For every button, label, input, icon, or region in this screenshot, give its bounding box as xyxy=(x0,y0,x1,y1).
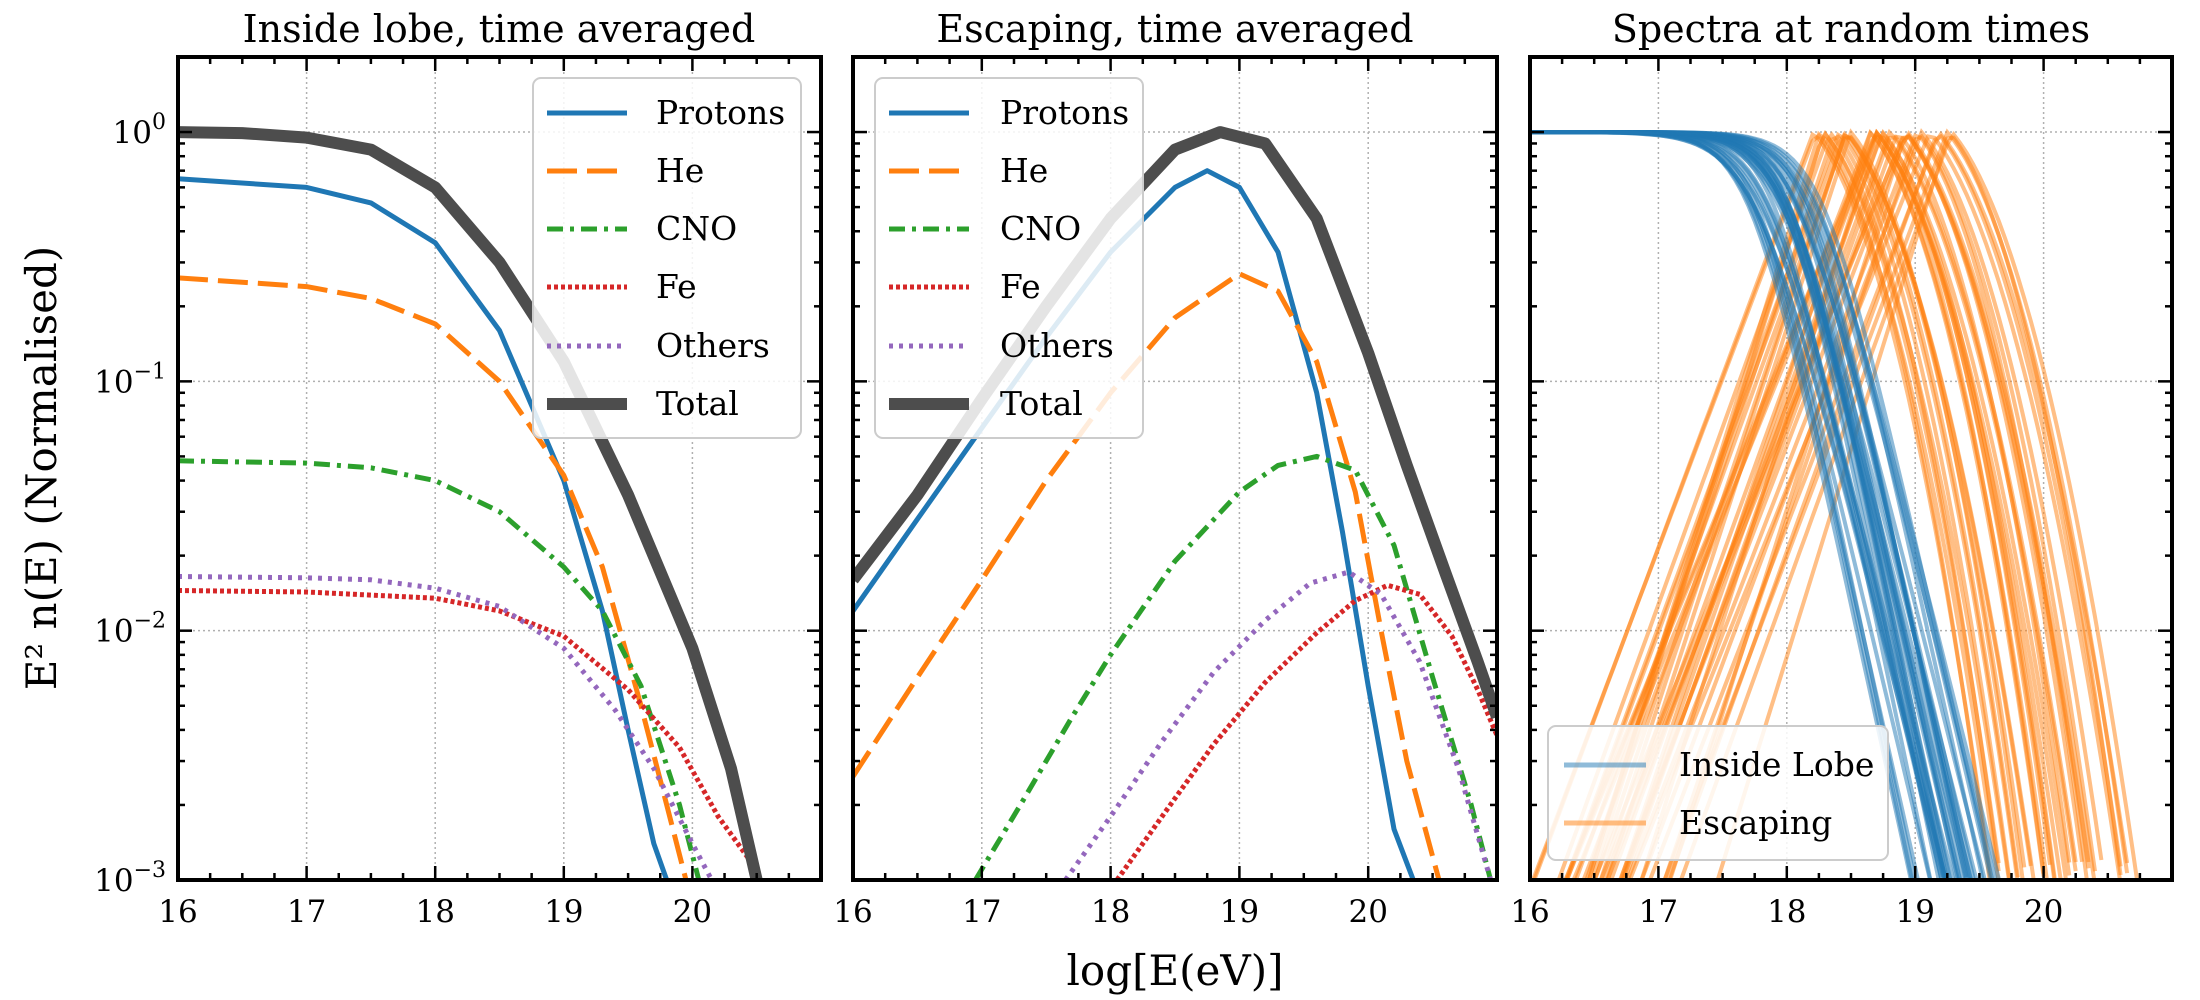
panel-3-title: Spectra at random times xyxy=(1612,7,2090,51)
series-he-line xyxy=(178,275,689,880)
legend-1-others: Others xyxy=(656,326,770,365)
legend-2-others: Others xyxy=(1000,326,1114,365)
curves xyxy=(178,126,763,880)
legend-1-protons: Protons xyxy=(656,93,785,132)
panel-1-title: Inside lobe, time averaged xyxy=(243,7,756,51)
x-tick-label: 16 xyxy=(1510,894,1549,930)
legend-1-total: Total xyxy=(656,384,739,423)
x-tick-label: 18 xyxy=(415,894,454,930)
x-tick-label: 20 xyxy=(1348,894,1387,930)
x-tick-label: 16 xyxy=(158,894,197,930)
legend-panel-3: Inside Lobe Escaping xyxy=(1547,725,1889,861)
y-tick-label: 10−3 xyxy=(94,858,166,899)
legend-1-cno: CNO xyxy=(656,209,737,248)
series-cno-line xyxy=(178,458,702,880)
legend-1-fe: Fe xyxy=(656,267,697,306)
legend-3-escaping: Escaping xyxy=(1679,803,1832,842)
panel-inside-lobe: 16 17 18 19 20 100 10−1 10−2 10−3 xyxy=(94,55,823,930)
series-fe-line xyxy=(178,588,759,872)
series-escaping-line xyxy=(1647,130,2130,880)
series-escaping-line xyxy=(1678,131,2140,880)
series-inside-lobe-line xyxy=(1530,130,1963,880)
legend-1-he: He xyxy=(656,151,704,190)
y-tick-label: 10−2 xyxy=(94,609,166,650)
legend-panel-2: Protons He CNO Fe Others Total xyxy=(874,77,1144,439)
series-total-line xyxy=(178,126,763,880)
legend-2-fe: Fe xyxy=(1000,267,1041,306)
series-escaping-line xyxy=(1662,128,2130,880)
series-others-line xyxy=(178,574,714,880)
x-tick-label: 20 xyxy=(673,894,712,930)
legend-panel-1: Protons He CNO Fe Others Total xyxy=(532,77,802,439)
x-tick-label: 18 xyxy=(1091,894,1130,930)
curves xyxy=(1530,128,2140,880)
x-tick-label: 19 xyxy=(1220,894,1259,930)
y-tick-label: 100 xyxy=(113,110,166,151)
x-tick-label: 16 xyxy=(833,894,872,930)
series-protons-line xyxy=(178,176,670,880)
series-escaping-line xyxy=(1532,131,1993,880)
x-tick-label: 17 xyxy=(287,894,326,930)
series-escaping-line xyxy=(1667,132,2091,880)
x-tick-label: 19 xyxy=(544,894,583,930)
series-cno-line xyxy=(973,453,1494,880)
y-axis-label: E² n(E) (Normalised) xyxy=(17,246,66,691)
legend-2-protons: Protons xyxy=(1000,93,1129,132)
series-escaping-line xyxy=(1627,134,2122,880)
y-tick-label: 10−1 xyxy=(94,359,166,400)
legend-2-cno: CNO xyxy=(1000,209,1081,248)
x-tick-label: 19 xyxy=(1895,894,1934,930)
x-tick-label: 20 xyxy=(2024,894,2063,930)
legend-3-inside-lobe: Inside Lobe xyxy=(1679,745,1874,784)
series-others-line xyxy=(1063,569,1494,880)
panel-2-title: Escaping, time averaged xyxy=(936,7,1413,51)
x-axis-label: log[E(eV)] xyxy=(1067,946,1284,995)
series-fe-line xyxy=(1114,582,1497,880)
x-tick-label: 18 xyxy=(1767,894,1806,930)
legend-2-he: He xyxy=(1000,151,1048,190)
x-tick-label: 17 xyxy=(962,894,1001,930)
panel-random-times: 16 17 18 19 20 xyxy=(1510,55,2174,930)
x-tick-label: 17 xyxy=(1639,894,1678,930)
legend-2-total: Total xyxy=(1000,384,1083,423)
